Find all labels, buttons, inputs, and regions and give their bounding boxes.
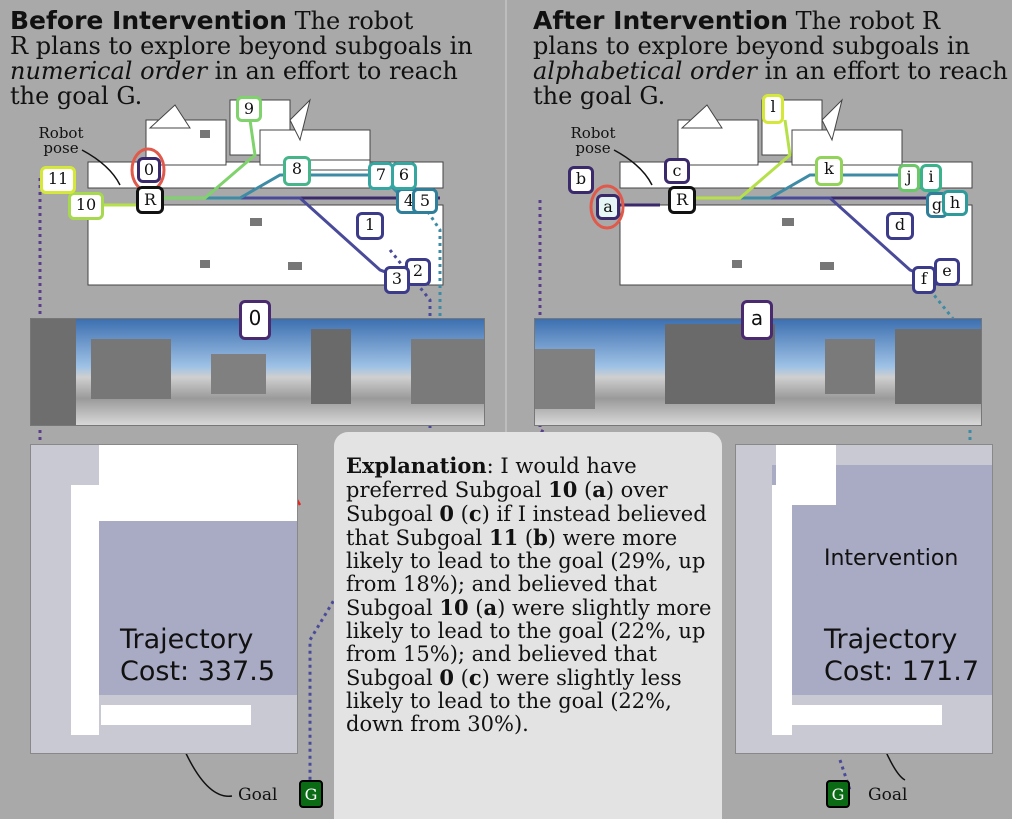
right-robot-label-line2: pose [575,139,611,157]
right-robot-label: Robot pose [565,126,621,156]
left-title-line4: the goal G. [10,82,143,110]
explanation-text: ) were slightly more likely to lead to t… [346,596,712,690]
right-subgoal-c[interactable]: c [664,158,690,184]
explanation-bold: a [592,477,606,502]
right-title-line4: the goal G. [533,82,666,110]
right-title-line3: in an effort to reach [757,57,1008,85]
explanation-text: ) were slightly less likely to lead to t… [346,666,682,736]
explanation-text: ( [468,596,484,620]
explanation-text: ( [518,526,534,550]
right-title-bold: After Intervention [533,6,789,35]
left-subgoal-3[interactable]: 3 [384,266,410,294]
right-panorama-photo [534,318,982,426]
explanation-bold: c [468,501,482,526]
explanation-text: : I would have preferred Subgoal [346,454,637,502]
right-subgoal-i[interactable]: i [920,164,942,192]
right-subgoal-k[interactable]: k [815,156,843,186]
right-robot-label-line1: Robot [570,124,616,142]
left-subgoal-8[interactable]: 8 [283,156,311,186]
explanation-text: ( [577,478,593,502]
panel-divider [505,0,507,819]
left-subgoal-10[interactable]: 10 [68,192,104,220]
explanation-bold: 10 [548,477,578,502]
right-subgoal-a[interactable]: a [596,194,620,220]
right-title: After Intervention The robot R plans to … [533,8,1008,109]
right-robot-box: R [668,186,696,214]
left-subgoal-5[interactable]: 5 [412,188,438,214]
right-goal-label: Goal [868,785,908,805]
explanation-bold: a [483,595,498,620]
left-subgoal-7[interactable]: 7 [368,162,394,190]
left-title-rest: The robot [286,7,414,35]
left-photo-marker: 0 [239,300,271,340]
left-title-line3: in an effort to reach [207,57,458,85]
left-subgoal-11[interactable]: 11 [40,166,76,194]
right-subgoal-d[interactable]: d [886,212,914,240]
left-subgoal-1[interactable]: 1 [356,212,384,240]
right-trajectory-map [735,444,993,754]
left-robot-box: R [136,186,164,214]
left-goal-box: G [299,780,323,808]
left-subgoal-6[interactable]: 6 [391,162,417,190]
right-subgoal-l[interactable]: l [762,94,784,124]
intervention-label: Intervention [824,546,959,571]
left-trajectory-map [30,444,298,754]
left-subgoal-0[interactable]: 0 [137,157,161,183]
right-trajectory-cost: Trajectory Cost: 171.7 [824,624,979,688]
explanation-bold: 0 [439,665,454,690]
left-trajectory-line1: Trajectory [120,624,254,655]
left-trajectory-cost: Trajectory Cost: 337.5 [120,624,275,688]
explanation-bold: b [533,525,548,550]
explanation-bold: 0 [439,501,454,526]
right-photo-marker: a [741,300,773,340]
left-robot-label-line2: pose [43,139,79,157]
explanation-text: ( [453,502,469,526]
left-title-bold: Before Intervention [10,6,287,35]
right-subgoal-e[interactable]: e [934,258,960,286]
right-subgoal-f[interactable]: f [912,266,936,294]
explanation-box: Explanation: I would have preferred Subg… [334,432,722,819]
right-subgoal-b[interactable]: b [568,166,594,194]
left-robot-label: Robot pose [33,126,89,156]
right-goal-box: G [826,780,850,808]
right-subgoal-h[interactable]: h [942,190,968,216]
explanation-bold: 10 [439,595,469,620]
explanation-text: ) if I instead believed that Subgoal [346,502,707,550]
right-trajectory-line2: Cost: 171.7 [824,656,979,687]
explanation-bold: 11 [488,525,519,550]
explanation-text: ) were more likely to lead to the goal (… [346,526,706,620]
left-goal-label: Goal [238,785,278,805]
right-title-line2: plans to explore beyond subgoals in [533,32,971,60]
right-floor-map [619,98,973,286]
left-panorama-photo [30,318,485,426]
right-trajectory-line1: Trajectory [824,624,958,655]
left-title: Before Intervention The robot R plans to… [10,8,500,109]
left-title-line2: R plans to explore beyond subgoals in [10,32,473,60]
right-title-italic: alphabetical order [533,57,758,85]
right-subgoal-j[interactable]: j [898,164,920,192]
explanation-text: ( [453,666,469,690]
left-trajectory-line2: Cost: 337.5 [120,656,275,687]
explanation-label: Explanation [346,453,487,478]
left-subgoal-9[interactable]: 9 [236,96,262,122]
right-title-rest: The robot R [788,7,941,35]
left-title-italic: numerical order [10,57,208,85]
left-robot-label-line1: Robot [38,124,84,142]
explanation-bold: c [468,665,482,690]
explanation-text: ) over Subgoal [346,478,668,526]
